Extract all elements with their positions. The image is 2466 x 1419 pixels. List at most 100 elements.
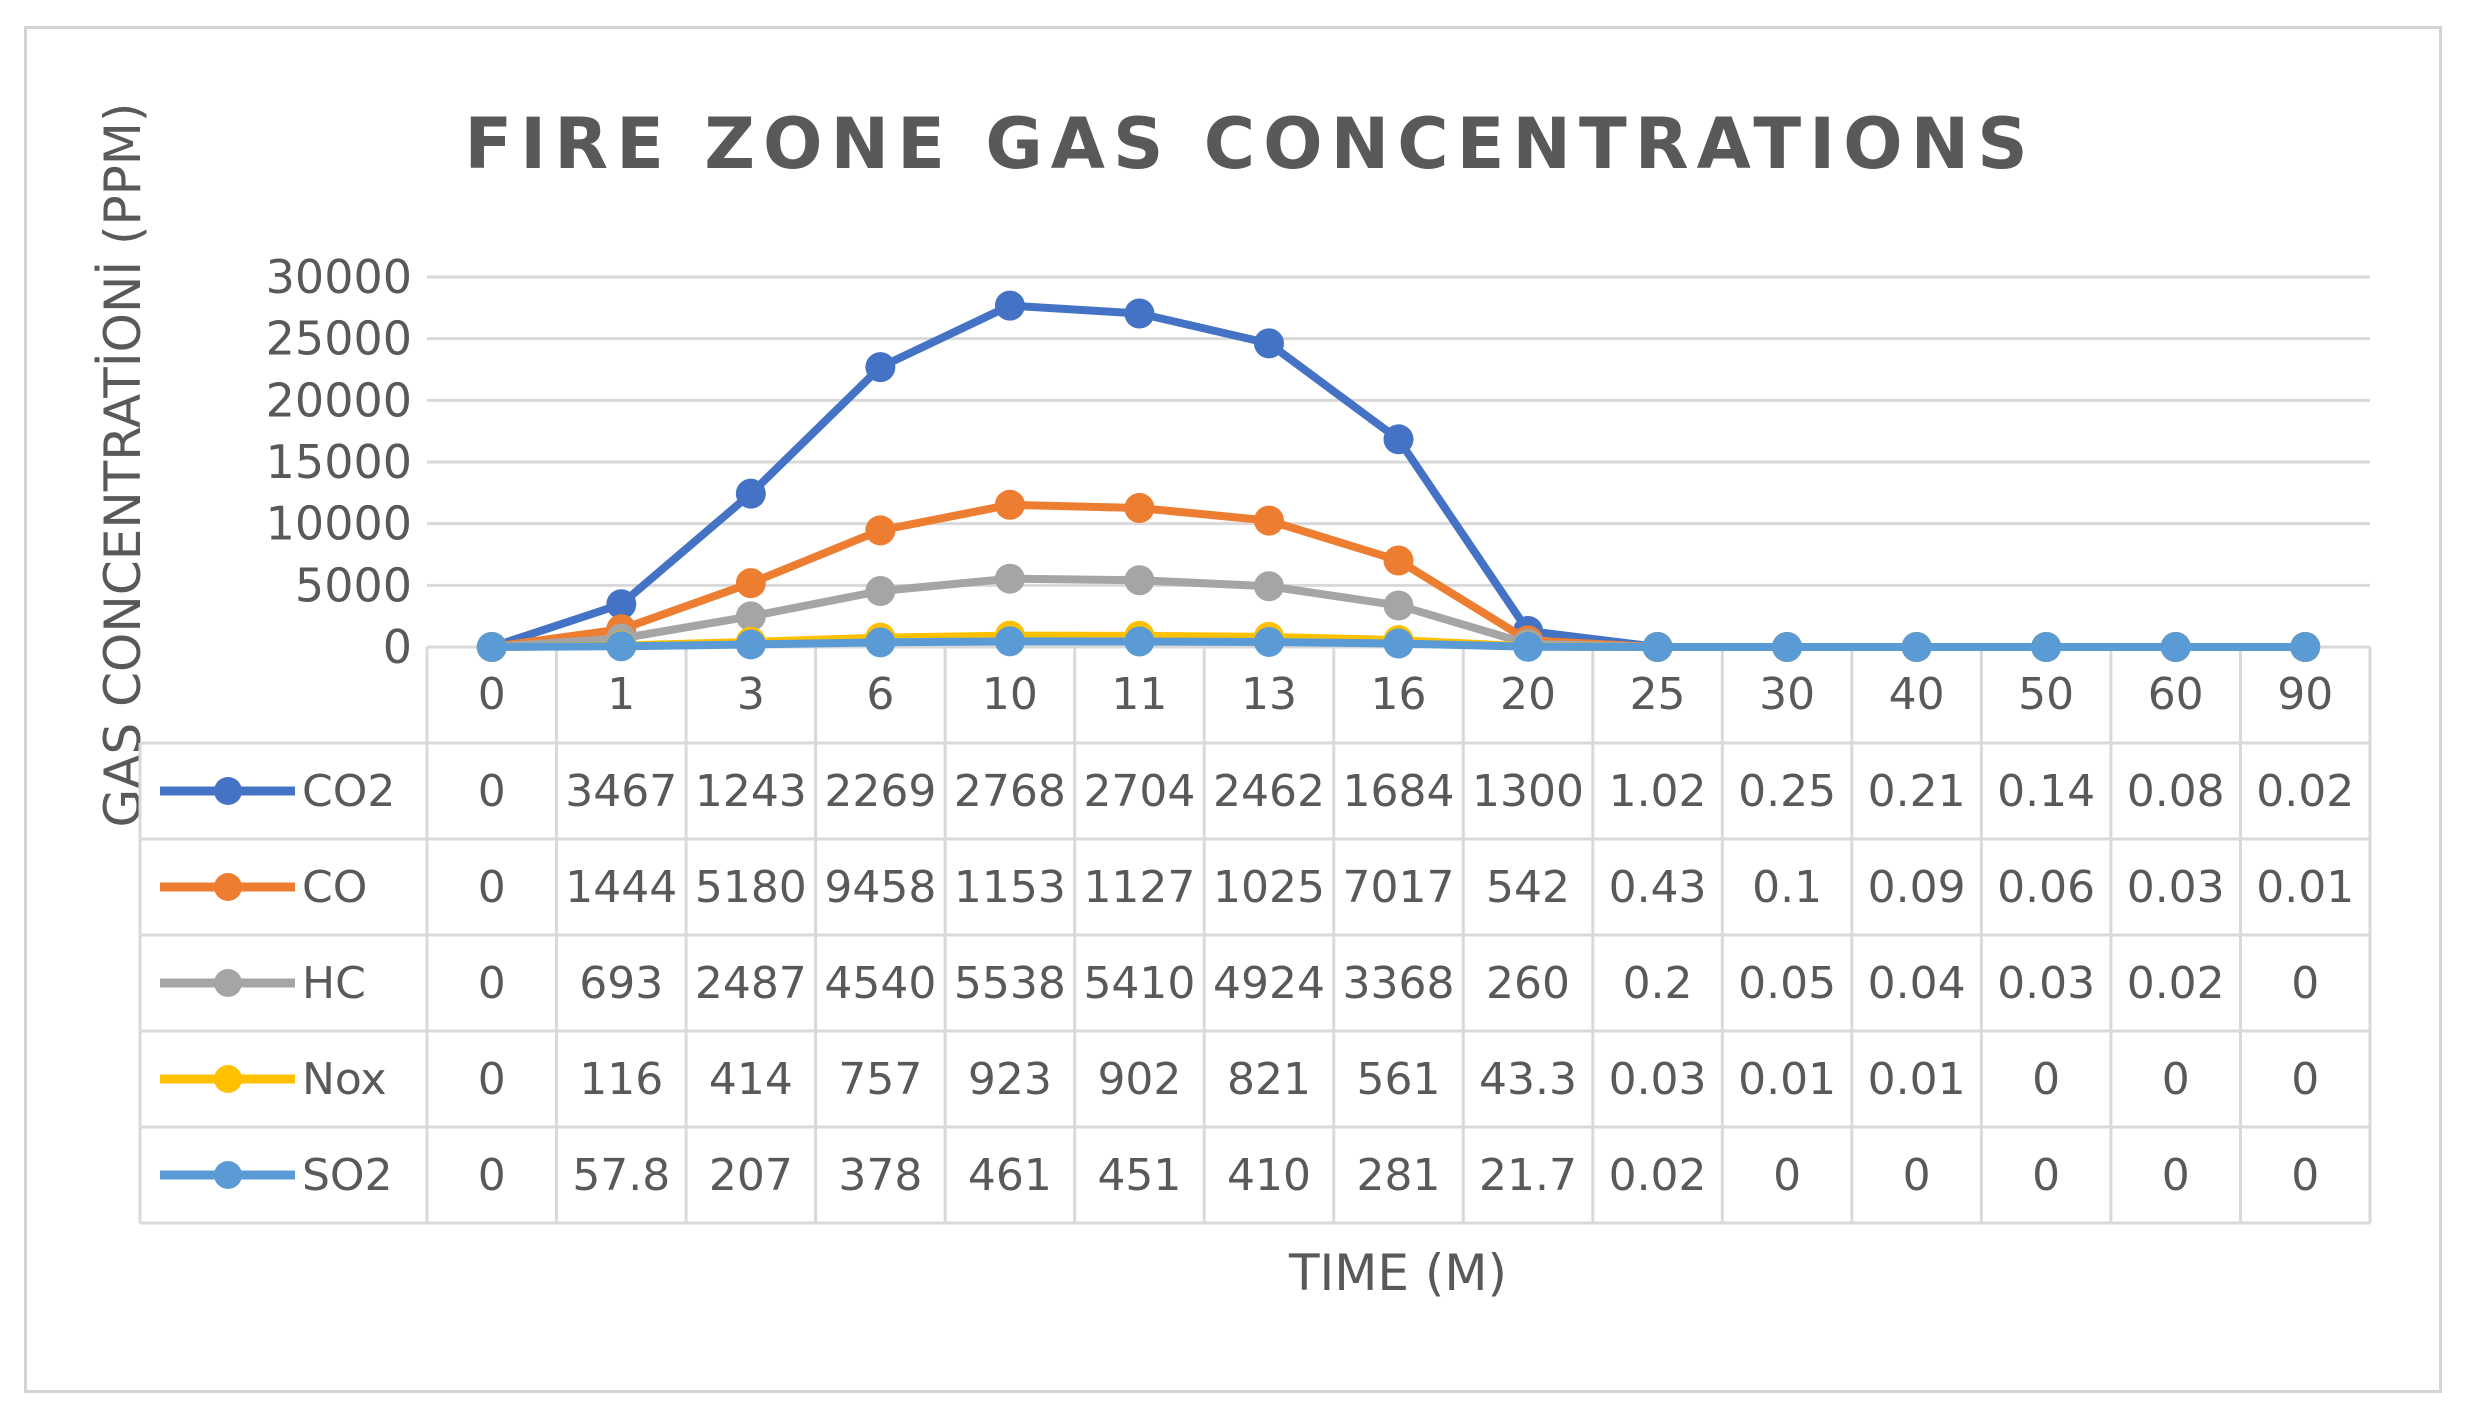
- data-label: 0.06: [1997, 862, 2095, 913]
- data-label: 57.8: [572, 1150, 670, 1201]
- data-label: 0: [2162, 1150, 2190, 1201]
- y-tick-label: 25000: [266, 312, 412, 366]
- data-label: 1243: [695, 766, 807, 817]
- data-label: 0.02: [1609, 1150, 1707, 1201]
- data-point: [994, 489, 1025, 520]
- data-point: [1642, 631, 1673, 662]
- data-point: [1513, 631, 1544, 662]
- data-point: [1124, 493, 1155, 524]
- data-label: 0: [2291, 958, 2319, 1009]
- data-label: 0.1: [1752, 862, 1822, 913]
- data-label: 207: [709, 1150, 793, 1201]
- data-point: [1124, 298, 1155, 329]
- data-label: 2768: [954, 766, 1066, 817]
- x-tick-label: 25: [1630, 669, 1686, 720]
- data-label: 1684: [1343, 766, 1455, 817]
- legend-label: HC: [302, 958, 366, 1009]
- x-tick-label: 60: [2148, 669, 2204, 720]
- data-label: 260: [1486, 958, 1570, 1009]
- data-point: [1253, 571, 1284, 602]
- y-tick-label: 10000: [266, 497, 412, 551]
- y-tick-label: 5000: [295, 558, 412, 612]
- data-label: 0: [478, 1150, 506, 1201]
- data-label: 821: [1227, 1054, 1311, 1105]
- data-point: [1383, 545, 1414, 576]
- x-tick-label: 30: [1759, 669, 1815, 720]
- data-point: [1901, 632, 1932, 662]
- x-tick-label: 1: [607, 669, 635, 720]
- data-label: 4924: [1213, 958, 1325, 1009]
- legend-key-marker: [214, 969, 242, 997]
- data-label: 0.02: [2256, 766, 2354, 817]
- data-label: 902: [1097, 1054, 1181, 1105]
- data-point: [606, 631, 637, 662]
- data-label: 0.02: [2127, 958, 2225, 1009]
- data-label: 0.09: [1868, 862, 1966, 913]
- data-label: 21.7: [1479, 1150, 1577, 1201]
- data-label: 7017: [1343, 862, 1455, 913]
- data-label: 5180: [695, 862, 807, 913]
- data-point: [865, 576, 896, 607]
- data-label: 0: [478, 958, 506, 1009]
- legend-label: Nox: [302, 1054, 387, 1105]
- data-point: [1253, 505, 1284, 536]
- data-label: 1300: [1472, 766, 1584, 817]
- data-label: 5538: [954, 958, 1066, 1009]
- legend-label: SO2: [302, 1150, 393, 1201]
- x-tick-label: 13: [1241, 669, 1297, 720]
- x-tick-label: 10: [982, 669, 1038, 720]
- data-label: 0.03: [1609, 1054, 1707, 1105]
- data-label: 0.03: [2127, 862, 2225, 913]
- data-point: [1253, 328, 1284, 359]
- data-point: [865, 352, 896, 383]
- y-axis-title: GAS CONCENTRATİONİ (PPM): [94, 103, 152, 828]
- data-label: 461: [968, 1150, 1052, 1201]
- data-label: 0.43: [1609, 862, 1707, 913]
- data-label: 0.05: [1738, 958, 1836, 1009]
- data-label: 0: [478, 766, 506, 817]
- data-point: [865, 515, 896, 546]
- data-label: 0: [2162, 1054, 2190, 1105]
- data-label: 561: [1357, 1054, 1441, 1105]
- data-label: 542: [1486, 862, 1570, 913]
- data-point: [1253, 626, 1284, 657]
- data-label: 0.01: [1738, 1054, 1836, 1105]
- x-tick-label: 90: [2277, 669, 2333, 720]
- data-label: 0: [478, 862, 506, 913]
- data-label: 2704: [1083, 766, 1195, 817]
- data-label: 1.02: [1609, 766, 1707, 817]
- legend-label: CO: [302, 862, 367, 913]
- data-label: 2487: [695, 958, 807, 1009]
- x-tick-label: 11: [1111, 669, 1167, 720]
- data-label: 0: [2032, 1150, 2060, 1201]
- x-tick-label: 16: [1371, 669, 1427, 720]
- data-label: 0: [2291, 1150, 2319, 1201]
- data-label: 0.01: [1868, 1054, 1966, 1105]
- data-label: 414: [709, 1054, 793, 1105]
- data-label: 43.3: [1479, 1054, 1577, 1105]
- data-point: [865, 627, 896, 658]
- data-label: 0.01: [2256, 862, 2354, 913]
- data-point: [994, 626, 1025, 657]
- y-tick-label: 15000: [266, 435, 412, 489]
- data-label: 116: [579, 1054, 663, 1105]
- data-point: [1772, 632, 1803, 662]
- data-point: [1383, 590, 1414, 621]
- x-tick-label: 0: [478, 669, 506, 720]
- data-point: [735, 568, 766, 599]
- data-label: 9458: [824, 862, 936, 913]
- data-label: 378: [838, 1150, 922, 1201]
- y-tick-labels: 30000 25000 20000 15000 10000 5000 0: [266, 250, 412, 674]
- data-label: 0.21: [1868, 766, 1966, 817]
- x-tick-label: 6: [866, 669, 894, 720]
- data-label: 2462: [1213, 766, 1325, 817]
- data-label: 2269: [824, 766, 936, 817]
- legend-key-marker: [214, 777, 242, 805]
- legend-key-marker: [214, 1065, 242, 1093]
- data-label: 5410: [1083, 958, 1195, 1009]
- data-label: 0: [1773, 1150, 1801, 1201]
- data-point: [735, 629, 766, 660]
- data-label: 0: [2291, 1054, 2319, 1105]
